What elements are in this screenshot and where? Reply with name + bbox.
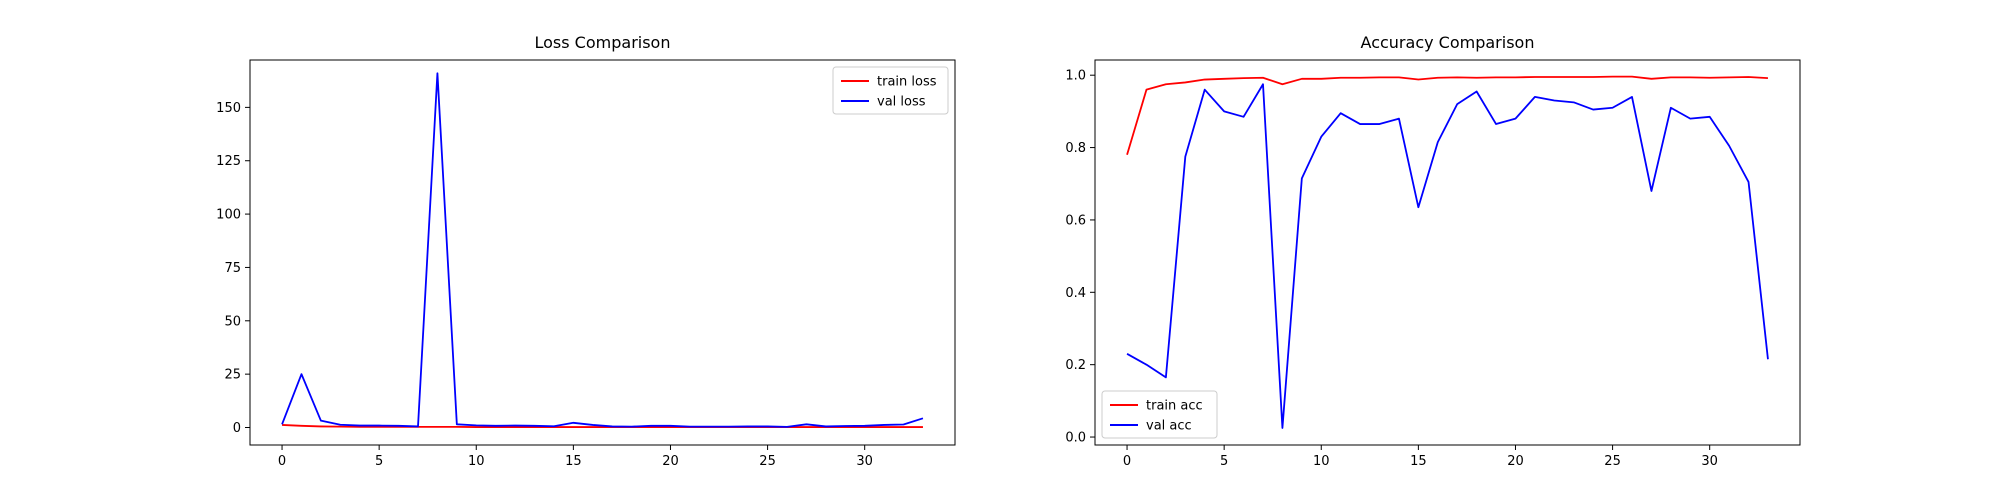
y-tick-label: 75 bbox=[224, 261, 241, 276]
x-tick-label: 20 bbox=[1507, 454, 1524, 469]
accuracy-series-line-val-acc bbox=[1126, 83, 1769, 429]
loss-chart-title: Loss Comparison bbox=[535, 33, 671, 52]
y-tick-label: 1.0 bbox=[1065, 69, 1086, 84]
x-tick-label: 10 bbox=[468, 454, 485, 469]
loss-legend: train loss val loss bbox=[832, 66, 949, 115]
x-tick-label: 0 bbox=[1123, 454, 1131, 469]
loss-comparison-chart: Loss Comparison 0 5 10 15 20 25 30 0 25 50 75 100 1… bbox=[216, 33, 956, 469]
legend-label: val acc bbox=[1146, 419, 1192, 434]
y-tick-label: 0.6 bbox=[1065, 213, 1086, 228]
x-tick-label: 20 bbox=[662, 454, 679, 469]
x-tick-label: 30 bbox=[1701, 454, 1718, 469]
accuracy-chart-title: Accuracy Comparison bbox=[1361, 33, 1535, 52]
x-tick-label: 0 bbox=[278, 454, 286, 469]
y-tick-label: 0.8 bbox=[1065, 141, 1086, 156]
loss-plot-frame bbox=[249, 59, 956, 446]
accuracy-series-lines bbox=[1126, 75, 1769, 429]
loss-series-line-train-loss bbox=[282, 424, 923, 428]
x-tick-label: 25 bbox=[1604, 454, 1621, 469]
x-tick-label: 25 bbox=[759, 454, 776, 469]
y-tick-label: 0.2 bbox=[1065, 358, 1086, 373]
x-tick-label: 5 bbox=[1220, 454, 1228, 469]
loss-series-lines bbox=[281, 72, 924, 428]
x-tick-label: 15 bbox=[565, 454, 582, 469]
legend-label: train loss bbox=[877, 75, 937, 90]
y-tick-label: 0.0 bbox=[1065, 431, 1086, 446]
x-tick-label: 5 bbox=[375, 454, 383, 469]
x-tick-label: 10 bbox=[1313, 454, 1330, 469]
y-tick-label: 0.4 bbox=[1065, 286, 1086, 301]
legend-box bbox=[1101, 390, 1218, 439]
y-tick-label: 125 bbox=[216, 154, 241, 169]
y-tick-label: 50 bbox=[224, 314, 241, 329]
y-tick-label: 0 bbox=[233, 421, 241, 436]
legend-box bbox=[832, 66, 949, 115]
y-tick-label: 150 bbox=[216, 101, 241, 116]
x-tick-label: 15 bbox=[1410, 454, 1427, 469]
loss-x-axis-ticks: 0 5 10 15 20 25 30 bbox=[278, 445, 873, 469]
accuracy-x-axis-ticks: 0 5 10 15 20 25 30 bbox=[1123, 445, 1718, 469]
accuracy-y-axis-ticks: 0.0 0.2 0.4 0.6 0.8 1.0 bbox=[1065, 69, 1095, 446]
loss-y-axis-ticks: 0 25 50 75 100 125 150 bbox=[216, 101, 250, 436]
accuracy-plot-frame bbox=[1094, 59, 1801, 446]
accuracy-comparison-chart: Accuracy Comparison 0 5 10 15 20 25 30 0.00.20… bbox=[1065, 33, 1801, 469]
x-tick-label: 30 bbox=[856, 454, 873, 469]
accuracy-legend: train acc val acc bbox=[1101, 390, 1218, 439]
y-tick-label: 100 bbox=[216, 208, 241, 223]
y-tick-label: 25 bbox=[224, 368, 241, 383]
accuracy-series-line-train-acc bbox=[1126, 75, 1768, 156]
legend-label: val loss bbox=[877, 95, 926, 110]
legend-label: train acc bbox=[1146, 399, 1203, 414]
loss-series-line-val-loss bbox=[281, 72, 924, 428]
